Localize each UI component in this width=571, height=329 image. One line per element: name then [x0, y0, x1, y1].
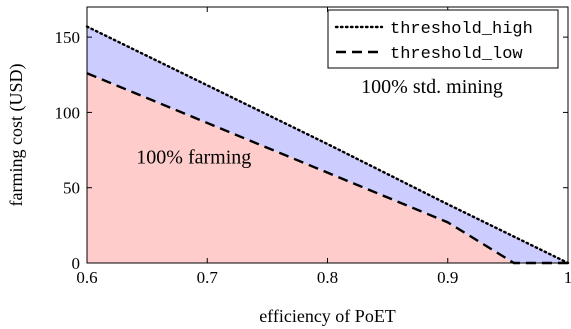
- series-line-threshold-low: [86, 72, 568, 265]
- region-label-farming: 100% farming: [136, 147, 251, 169]
- x-tick-label: 0.9: [437, 268, 458, 287]
- series-line-threshold-high: [85, 25, 570, 265]
- x-tick-label: 0.6: [76, 268, 97, 287]
- ticks-layer: 0.6 0.7 0.8 0.9 1 0 50 100 150: [55, 7, 571, 287]
- legend-entry-threshold-high-label: threshold_high: [390, 20, 533, 39]
- y-tick-label: 150: [55, 28, 81, 47]
- region-farming: [87, 73, 568, 264]
- y-tick-label: 100: [55, 103, 81, 122]
- labels-layer: 100% farming 100% std. mining: [136, 76, 503, 169]
- y-axis-label: farming cost (USD): [6, 64, 27, 207]
- legend-entry-threshold-low-label: threshold_low: [390, 45, 523, 64]
- y-tick-label: 50: [63, 179, 80, 198]
- x-tick-label: 0.7: [197, 268, 219, 287]
- y-tick-label: 0: [72, 254, 81, 273]
- x-tick-label: 0.8: [317, 268, 338, 287]
- legend: threshold_high threshold_low: [327, 9, 559, 69]
- region-label-std-mining: 100% std. mining: [361, 76, 503, 98]
- x-axis-label: efficiency of PoET: [259, 306, 396, 326]
- x-tick-label: 1: [564, 268, 571, 287]
- legend-box: [327, 9, 559, 69]
- lines-layer: [85, 25, 570, 265]
